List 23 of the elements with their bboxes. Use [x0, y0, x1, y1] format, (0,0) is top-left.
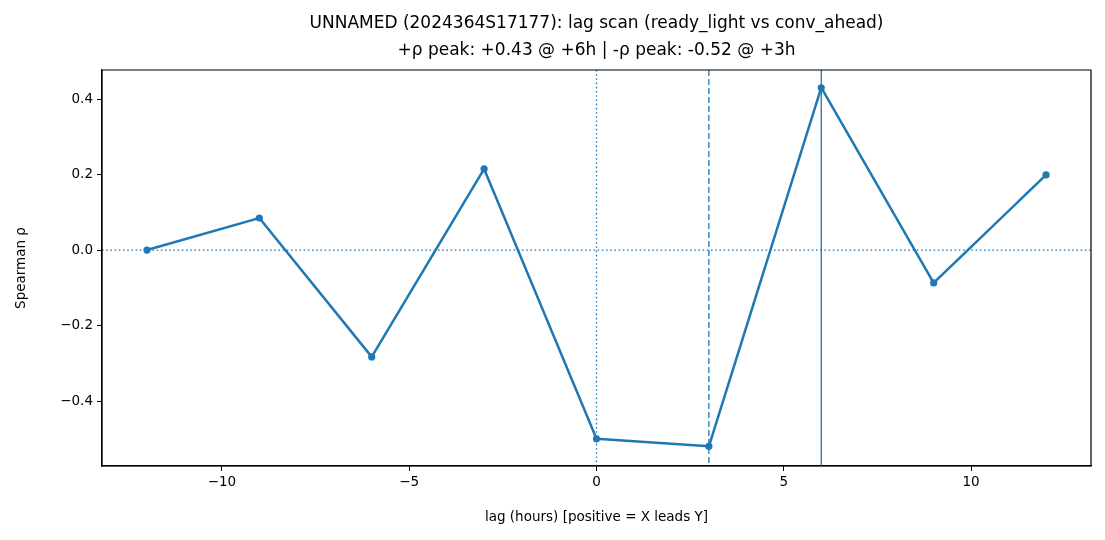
x-tick-label: −5 [399, 472, 420, 489]
point [817, 84, 825, 92]
point [592, 435, 601, 443]
y-axis-title: Spearman ρ [11, 227, 28, 309]
chart-title: UNNAMED (2024364S17177): lag scan (ready_light vs conv_ahead) [309, 12, 884, 34]
point [1042, 171, 1050, 179]
x-tick-label: 5 [779, 472, 789, 489]
chart-subtitle: +ρ peak: +0.43 @ +6h | -ρ peak: -0.52 @ +3h [397, 39, 796, 60]
y-tick-label: 0.2 [71, 165, 93, 182]
y-tick-label: −0.4 [60, 391, 93, 408]
y-tick-label: 0.0 [71, 240, 93, 257]
point [930, 279, 938, 287]
x-tick-label: 10 [962, 472, 980, 489]
x-tick-label: 0 [592, 472, 601, 489]
point [705, 442, 713, 450]
point [255, 214, 263, 222]
x-tick-label: −10 [207, 472, 237, 489]
point [480, 165, 488, 173]
point [368, 353, 376, 361]
y-tick-label: −0.2 [60, 316, 93, 333]
y-tick-label: 0.4 [71, 89, 93, 106]
x-axis-title: lag (hours) [positive = X leads Y] [484, 508, 709, 525]
point [143, 246, 151, 254]
